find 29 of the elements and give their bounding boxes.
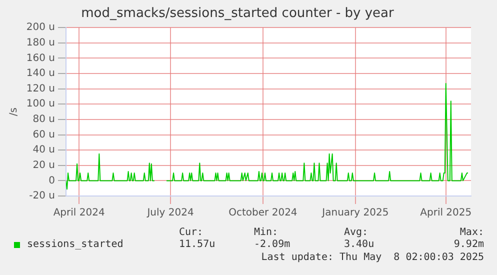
text: -2.09m (254, 239, 292, 250)
y-tick-label: 40 u (32, 144, 55, 156)
y-tick-label: 180 u (26, 38, 55, 49)
chart-title: mod_smacks/sessions_started counter - by year (81, 6, 395, 22)
y-tick-label: 120 u (26, 83, 55, 94)
text: Avg: (344, 227, 370, 238)
text: Last update: Thu May 8 02:00:03 2025 (260, 252, 484, 263)
y-tick-label: 140 u (26, 68, 55, 80)
x-tick-label: October 2024 (228, 208, 298, 219)
text: 3.40u (344, 239, 376, 250)
x-tick-label: April 2025 (420, 208, 472, 219)
x-tick-label: January 2025 (321, 208, 389, 219)
y-tick-label: 160 u (26, 52, 55, 64)
legend-label: sessions_started (27, 239, 124, 250)
y-tick-label: -20 u (29, 190, 55, 202)
y-tick-label: 100 u (26, 98, 55, 110)
text: 9.92m (452, 239, 484, 250)
x-tick-label: July 2024 (146, 208, 194, 219)
text: Max: (458, 227, 484, 238)
x-tick-label: April 2024 (53, 208, 105, 219)
y-axis-title: /s (8, 108, 20, 116)
text: Min: (254, 227, 280, 238)
y-tick-label: 200 u (26, 22, 55, 34)
y-tick-label: 60 u (32, 129, 55, 140)
text: 11.57u (179, 239, 216, 250)
y-tick-label: 80 u (32, 114, 55, 126)
y-tick-label: 20 u (32, 160, 55, 171)
y-tick-label: 0 (48, 175, 55, 186)
text: Cur: (179, 227, 204, 238)
